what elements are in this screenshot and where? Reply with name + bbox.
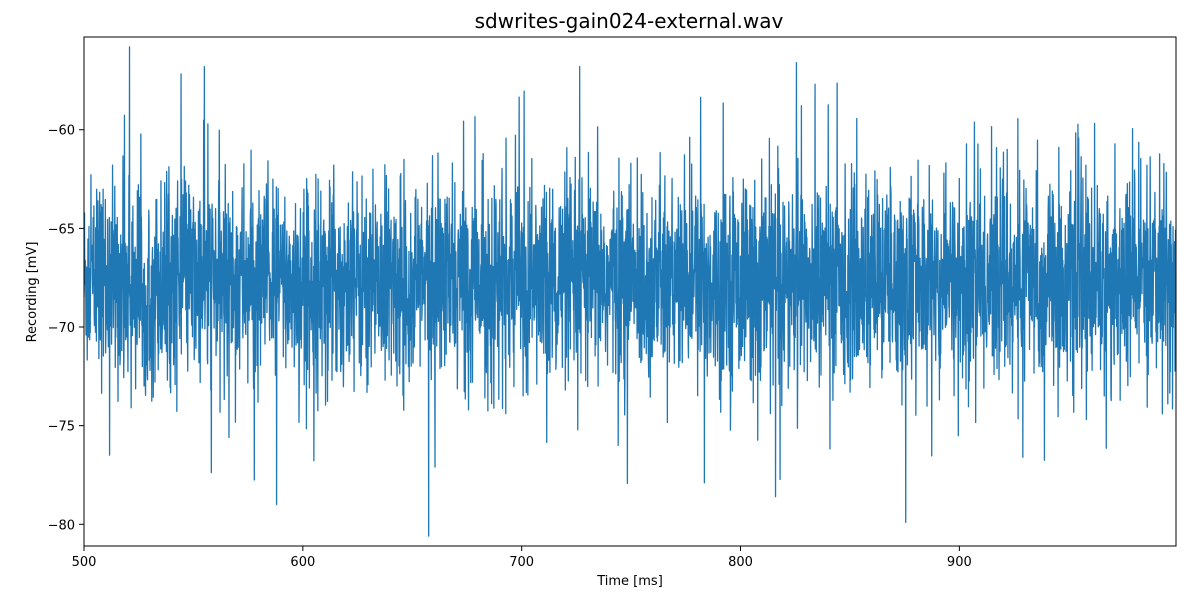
y-tick-label: −80: [48, 518, 75, 533]
y-tick-label: −70: [48, 321, 75, 336]
y-axis-ticks: −80 −75 −70 −65 −60: [48, 124, 84, 533]
y-axis-label: Recording [mV]: [25, 242, 40, 343]
y-tick-label: −75: [48, 420, 75, 435]
x-tick-label: 500: [72, 555, 97, 570]
signal-trace-group: [84, 46, 1176, 537]
x-tick-label: 800: [728, 555, 753, 570]
y-tick-label: −60: [48, 124, 75, 139]
x-tick-label: 900: [947, 555, 972, 570]
series-line-recording: [84, 46, 1176, 537]
x-tick-label: 700: [509, 555, 534, 570]
plot-frame: [83, 36, 1177, 547]
x-axis-label: Time [ms]: [596, 574, 663, 589]
x-axis-ticks: 500 600 700 800 900: [72, 546, 972, 570]
chart-title: sdwrites-gain024-external.wav: [475, 9, 784, 33]
x-tick-label: 600: [290, 555, 315, 570]
y-tick-label: −65: [48, 222, 75, 237]
